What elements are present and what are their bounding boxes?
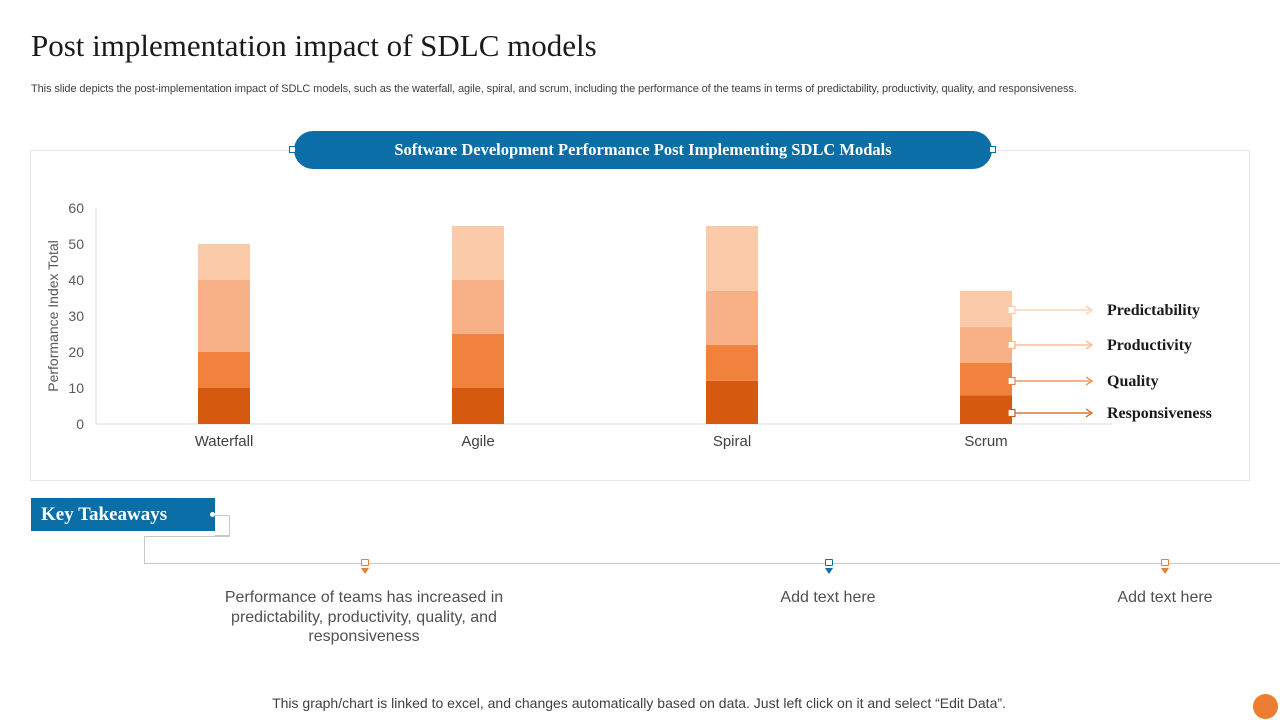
x-tick-label: Agile bbox=[461, 433, 494, 450]
bar-predictability-agile bbox=[452, 226, 504, 280]
y-tick-label: 30 bbox=[68, 308, 84, 324]
bar-quality-spiral bbox=[706, 344, 758, 381]
connector-line bbox=[144, 536, 230, 537]
bar-productivity-spiral bbox=[706, 290, 758, 345]
y-axis-title: Performance Index Total bbox=[45, 240, 61, 392]
page-subtitle: This slide depicts the post-implementati… bbox=[31, 83, 1077, 95]
arrow-icon bbox=[1085, 408, 1094, 418]
legend-label-productivity: Productivity bbox=[1107, 337, 1192, 354]
legend-label-responsiveness: Responsiveness bbox=[1107, 405, 1212, 422]
arrow-icon bbox=[1085, 305, 1094, 315]
y-tick-label: 50 bbox=[68, 236, 84, 252]
footer-note: This graph/chart is linked to excel, and… bbox=[272, 695, 1006, 711]
bar-responsiveness-waterfall bbox=[198, 388, 250, 424]
chart-heading-banner: Software Development Performance Post Im… bbox=[294, 131, 992, 169]
legend-anchor-productivity bbox=[1007, 340, 1016, 350]
key-takeaways-label: Key Takeaways bbox=[31, 498, 215, 531]
legend-label-predictability: Predictability bbox=[1107, 302, 1200, 319]
bar-quality-agile bbox=[452, 334, 504, 388]
legend-anchor-quality bbox=[1007, 376, 1016, 386]
y-tick-label: 10 bbox=[68, 380, 84, 396]
bar-responsiveness-agile bbox=[452, 388, 504, 424]
x-tick-label: Scrum bbox=[964, 433, 1007, 450]
takeaway-text-3: Add text here bbox=[1117, 589, 1213, 606]
connector-line bbox=[144, 536, 145, 564]
legend-label-quality: Quality bbox=[1107, 373, 1159, 390]
bar-predictability-waterfall bbox=[198, 244, 250, 280]
bar-predictability-spiral bbox=[706, 226, 758, 291]
legend-anchor-responsiveness bbox=[1007, 408, 1016, 418]
bar-predictability-scrum bbox=[960, 290, 1012, 327]
bar-quality-waterfall bbox=[198, 352, 250, 388]
connector-bracket bbox=[215, 515, 230, 536]
bar-responsiveness-spiral bbox=[706, 380, 758, 424]
connector-dot bbox=[210, 512, 215, 517]
x-tick-label: Spiral bbox=[713, 433, 751, 450]
takeaway-marker-icon bbox=[360, 559, 370, 575]
y-tick-label: 40 bbox=[68, 272, 84, 288]
bar-productivity-agile bbox=[452, 280, 504, 334]
bar-responsiveness-scrum bbox=[960, 395, 1012, 424]
takeaway-marker-icon bbox=[824, 559, 834, 575]
bar-productivity-waterfall bbox=[198, 280, 250, 352]
arrow-icon bbox=[1085, 340, 1094, 350]
page-title: Post implementation impact of SDLC model… bbox=[31, 28, 597, 63]
banner-handle-left bbox=[289, 146, 296, 153]
bar-quality-scrum bbox=[960, 362, 1012, 396]
takeaway-marker-icon bbox=[1160, 559, 1170, 575]
key-takeaways-text: Key Takeaways bbox=[41, 503, 168, 525]
takeaway-timeline-line bbox=[144, 563, 1280, 564]
takeaway-text-2: Add text here bbox=[780, 589, 876, 606]
chart-heading: Software Development Performance Post Im… bbox=[394, 140, 892, 159]
x-tick-label: Waterfall bbox=[195, 433, 254, 450]
y-tick-label: 60 bbox=[68, 200, 84, 216]
decorative-circle bbox=[1253, 694, 1278, 719]
arrow-icon bbox=[1085, 376, 1094, 386]
banner-handle-right bbox=[989, 146, 996, 153]
y-tick-label: 0 bbox=[76, 416, 84, 432]
y-tick-label: 20 bbox=[68, 344, 84, 360]
bar-productivity-scrum bbox=[960, 326, 1012, 363]
legend-anchor-predictability bbox=[1007, 305, 1016, 315]
takeaway-text-1: Performance of teams has increased in pr… bbox=[224, 589, 504, 645]
